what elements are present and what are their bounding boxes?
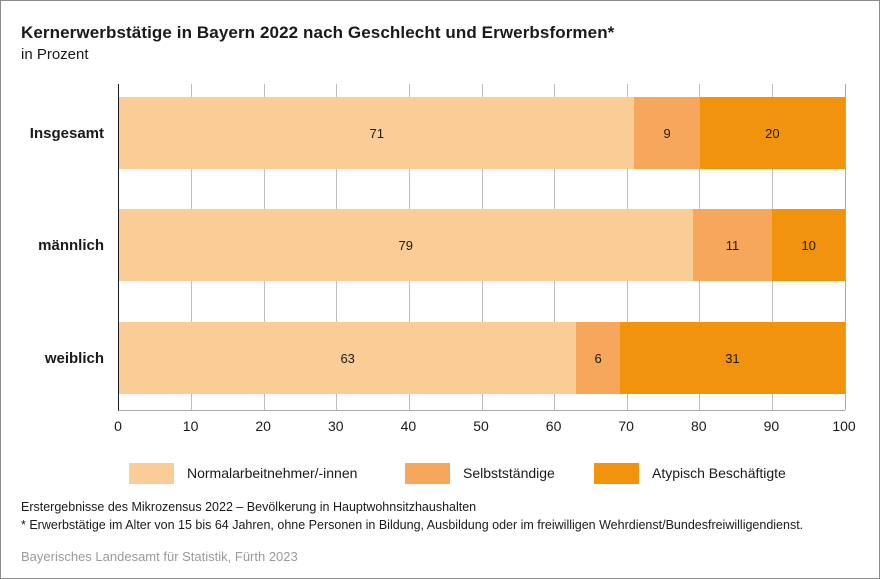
- x-tick-label: 50: [473, 418, 489, 434]
- category-label: männlich: [38, 236, 104, 254]
- x-tick-label: 10: [182, 418, 199, 434]
- bar-value-label: 71: [369, 125, 384, 141]
- bar-value-label: 63: [340, 350, 355, 366]
- bar-value-label: 10: [801, 237, 816, 253]
- bar-segment: 63: [119, 322, 577, 394]
- x-tick-label: 70: [618, 418, 634, 434]
- legend-item: Atypisch Beschäftigte: [594, 462, 786, 484]
- gridline: [844, 84, 846, 410]
- x-tick-label: 40: [400, 418, 417, 434]
- x-tick-label: 100: [832, 418, 856, 434]
- bar-row: 79 11 10: [119, 209, 845, 281]
- legend-swatch: [405, 462, 450, 484]
- bar-segment: 10: [772, 209, 845, 281]
- bar-segment: 71: [119, 97, 635, 169]
- legend-label: Normalarbeitnehmer/-innen: [187, 465, 358, 481]
- footnote-line-2: * Erwerbstätige im Alter von 15 bis 64 J…: [21, 518, 804, 532]
- bar-value-label: 11: [725, 237, 740, 253]
- legend-label: Selbstständige: [463, 465, 555, 481]
- legend-swatch: [129, 462, 174, 484]
- bar-value-label: 6: [594, 350, 602, 366]
- bar-value-label: 20: [765, 125, 780, 141]
- bar-segment: 20: [699, 97, 845, 169]
- bar-row: 71 9 20: [119, 97, 845, 169]
- bar-row: 63 6 31: [119, 322, 845, 394]
- x-tick-label: 80: [691, 418, 707, 434]
- chart-subtitle: in Prozent: [21, 46, 89, 63]
- x-tick-label: 60: [545, 418, 562, 434]
- x-tick-label: 90: [763, 418, 780, 434]
- bar-value-label: 31: [725, 350, 740, 366]
- category-label: weiblich: [44, 349, 104, 367]
- chart-title: Kernerwerbstätige in Bayern 2022 nach Ge…: [21, 23, 615, 42]
- bar-segment: 79: [119, 209, 693, 281]
- bar-segment: 9: [634, 97, 700, 169]
- bar-segment: 6: [576, 322, 620, 394]
- category-label: Insgesamt: [29, 124, 104, 142]
- x-tick-label: 0: [114, 418, 122, 434]
- bar-value-label: 79: [398, 237, 413, 253]
- legend-item: Normalarbeitnehmer/-innen: [129, 462, 357, 484]
- legend-label: Atypisch Beschäftigte: [652, 465, 786, 481]
- legend-swatch: [594, 462, 639, 484]
- x-tick-label: 30: [328, 418, 344, 434]
- bar-value-label: 9: [663, 125, 671, 141]
- bar-segment: 31: [619, 322, 845, 394]
- legend-item: Selbstständige: [405, 462, 555, 484]
- source-attribution: Bayerisches Landesamt für Statistik, Für…: [21, 549, 298, 564]
- footnote-line-1: Erstergebnisse des Mikrozensus 2022 – Be…: [21, 500, 477, 514]
- plot-area: 71 9 20 79 11 10 63 6 31: [118, 84, 846, 411]
- bar-segment: 11: [692, 209, 773, 281]
- x-tick-label: 20: [255, 418, 271, 434]
